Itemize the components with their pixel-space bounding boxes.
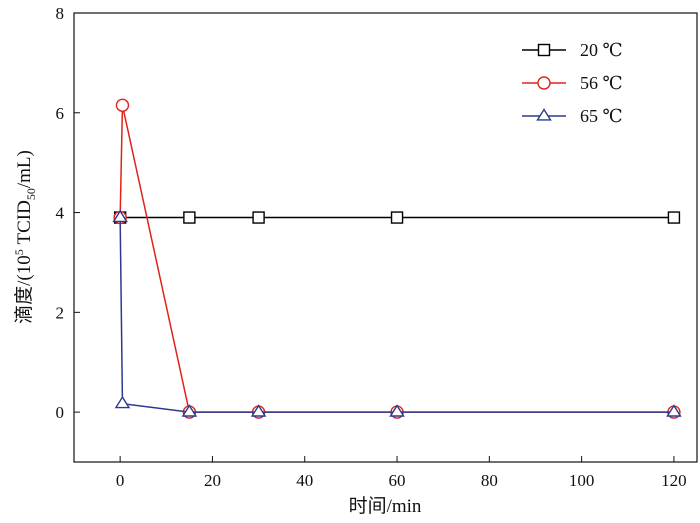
x-tick-label: 60	[389, 471, 406, 490]
y-tick-label: 8	[56, 4, 65, 23]
x-tick-label: 40	[296, 471, 313, 490]
data-point	[112, 209, 128, 223]
plot-frame	[73, 12, 698, 463]
data-point	[389, 404, 405, 417]
y-tick-label: 6	[56, 104, 65, 123]
series-3	[112, 209, 682, 417]
data-point	[181, 404, 198, 417]
legend-label: 65 ℃	[580, 106, 623, 126]
x-tick-label: 80	[481, 471, 498, 490]
legend-label: 56 ℃	[580, 73, 623, 93]
x-tick-label: 20	[204, 471, 221, 490]
series-line	[119, 217, 674, 413]
legend-marker	[536, 108, 552, 121]
y-axis-title-subscript: 50	[24, 188, 38, 200]
y-tick-label: 2	[56, 303, 65, 322]
series-line	[119, 105, 674, 413]
y-axis-title-mid: TCID	[14, 200, 35, 249]
data-point	[183, 211, 196, 224]
series-layer	[112, 98, 682, 419]
y-axis-title-exponent: 5	[12, 249, 26, 255]
y-tick-label: 4	[56, 204, 65, 223]
x-axis-title: 时间/min	[349, 495, 422, 517]
series-1	[113, 211, 681, 224]
data-point	[115, 98, 130, 112]
axis-ticks: 0 20 40 60 80 100 120 0 2 4 6 8	[56, 4, 687, 490]
legend-item: 56 ℃	[522, 73, 623, 93]
data-point	[252, 211, 265, 224]
legend-item: 20 ℃	[522, 40, 623, 60]
data-point	[390, 211, 404, 224]
data-point	[114, 395, 131, 409]
y-axis-title-suffix: /mL)	[14, 150, 35, 188]
x-tick-label: 100	[569, 471, 595, 490]
legend-marker	[537, 43, 551, 57]
series-2	[113, 98, 681, 419]
legend-marker	[537, 76, 551, 90]
y-axis-title-prefix: 滴度/(10	[13, 255, 35, 324]
y-tick-label: 0	[56, 403, 65, 422]
x-tick-label: 0	[116, 471, 125, 490]
y-axis-title: 滴度/(105 TCID50/mL)	[12, 150, 38, 324]
x-tick-label: 120	[661, 471, 687, 490]
legend: 20 ℃ 56 ℃ 65 ℃	[522, 40, 623, 126]
legend-label: 20 ℃	[580, 40, 623, 60]
data-point	[666, 404, 682, 417]
data-point	[250, 404, 267, 417]
legend-item: 65 ℃	[522, 106, 623, 126]
data-point	[667, 211, 681, 224]
